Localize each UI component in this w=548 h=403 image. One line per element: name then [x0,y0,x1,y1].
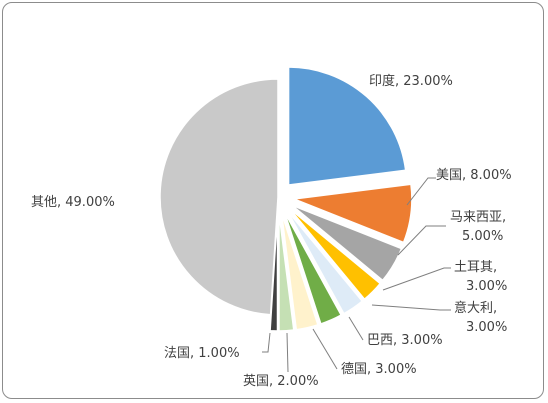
leader-line-6 [348,316,364,341]
data-label-10: 其他, 49.00% [31,195,115,210]
pie-slice-2 [293,183,413,244]
data-label-8: 英国, 2.00% [243,374,319,389]
leader-line-7 [312,328,338,370]
data-label-2: 美国, 8.00% [436,168,512,183]
leader-line-2 [406,177,436,206]
leader-line-5 [371,304,451,311]
leader-line-3 [397,225,446,256]
pie-slice-3 [291,204,403,282]
pie-slice-10 [159,78,279,316]
data-label-4: 土耳其, 3.00% [454,260,507,294]
leader-line-9 [262,332,271,353]
pie-slice-1 [287,66,407,186]
data-label-3: 马来西亚, 5.00% [450,210,506,244]
leader-line-8 [286,332,289,373]
pie-slice-6 [283,211,343,325]
data-label-6: 巴西, 3.00% [367,333,443,348]
pie-slice-4 [288,207,382,301]
data-label-1: 印度, 23.00% [369,73,453,89]
data-label-7: 德国, 3.00% [341,362,417,377]
leader-line-4 [382,267,451,291]
pie-slice-7 [280,212,319,331]
pie-slice-8 [278,212,295,332]
data-label-5: 意大利, 3.00% [454,300,507,335]
pie-slice-5 [286,209,364,315]
data-label-9: 法国, 1.00% [164,346,240,361]
